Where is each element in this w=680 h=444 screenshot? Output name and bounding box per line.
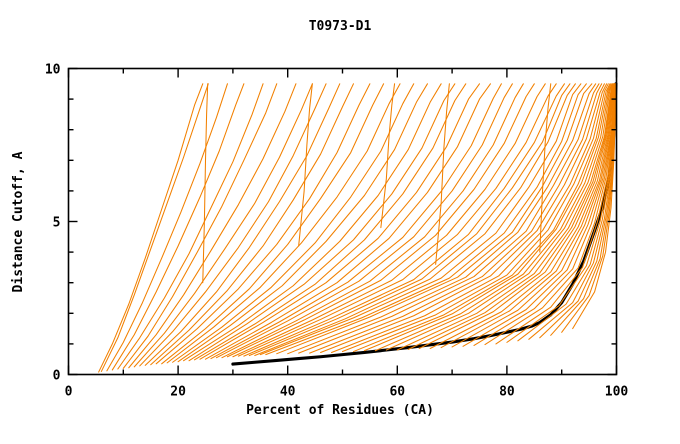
prediction-curve [440,83,616,349]
prediction-curve [100,83,209,372]
y-tick-label: 0 [53,369,61,384]
prediction-curve [210,83,502,360]
prediction-curve [259,83,582,356]
prediction-curve [331,83,608,353]
prediction-curve [341,83,609,353]
prediction-curve [128,83,297,369]
prediction-curve [172,83,415,363]
prediction-curve [144,83,341,366]
prediction-curve [380,83,396,229]
x-tick-label: 40 [280,385,296,400]
y-tick-label: 5 [53,216,61,231]
prediction-curve [287,83,597,355]
prediction-curve [396,83,614,351]
reference-curve [231,82,618,366]
prediction-curve [155,83,371,365]
x-tick-label: 0 [65,385,73,400]
prediction-curve [265,83,587,356]
prediction-curve [374,83,613,352]
prediction-curve [226,83,535,358]
prediction-curve [122,83,278,369]
prediction-curve [418,83,615,350]
prediction-curve [150,83,354,366]
prediction-curve [133,83,313,368]
prediction-curve [539,83,552,253]
x-tick-label: 20 [170,385,186,400]
prediction-curve [309,83,603,354]
prediction-curve [506,83,617,343]
prediction-curve [106,83,228,372]
prediction-curve [215,83,513,359]
prediction-curve [484,83,617,346]
prediction-curve [139,83,327,367]
prediction-curve [166,83,401,364]
prediction-curve [111,83,245,371]
prediction-curve [248,83,571,357]
prediction-curve [352,83,611,353]
prediction-curve [451,83,616,348]
prediction-curve [202,83,209,284]
prediction-curve [407,83,615,350]
series-layer [98,82,618,373]
x-tick-label: 100 [605,385,629,400]
y-tick-label: 10 [45,63,61,78]
prediction-curve [429,83,615,350]
prediction-curve [363,83,612,352]
axis-tick-labels-layer: 0 20 40 60 80 100 0 5 10 [45,63,629,400]
prediction-curve [232,83,546,358]
prediction-curve [199,83,481,360]
prediction-curve [254,83,576,357]
prediction-curve [385,83,614,351]
y-axis-title: Distance Cutoff, A [11,151,26,292]
prediction-curve [298,83,600,354]
x-tick-label: 60 [389,385,405,400]
prediction-curve [237,83,557,357]
prediction-curve [204,83,491,360]
prediction-curve [435,83,450,265]
page-title: T0973-D1 [309,19,372,34]
prediction-curve [298,83,313,247]
prediction-curve [276,83,593,355]
prediction-curve [320,83,605,353]
prediction-curve [243,83,565,357]
prediction-curve [194,83,467,361]
prediction-curve [177,83,428,363]
x-axis-title: Percent of Residues (CA) [246,403,434,418]
prediction-curve [183,83,442,362]
prediction-curve [161,83,385,365]
prediction-curve [98,83,204,373]
prediction-curve [117,83,264,370]
x-tick-label: 80 [499,385,515,400]
plot-frame [67,67,618,376]
prediction-curve [188,83,456,362]
prediction-curve [221,83,524,359]
